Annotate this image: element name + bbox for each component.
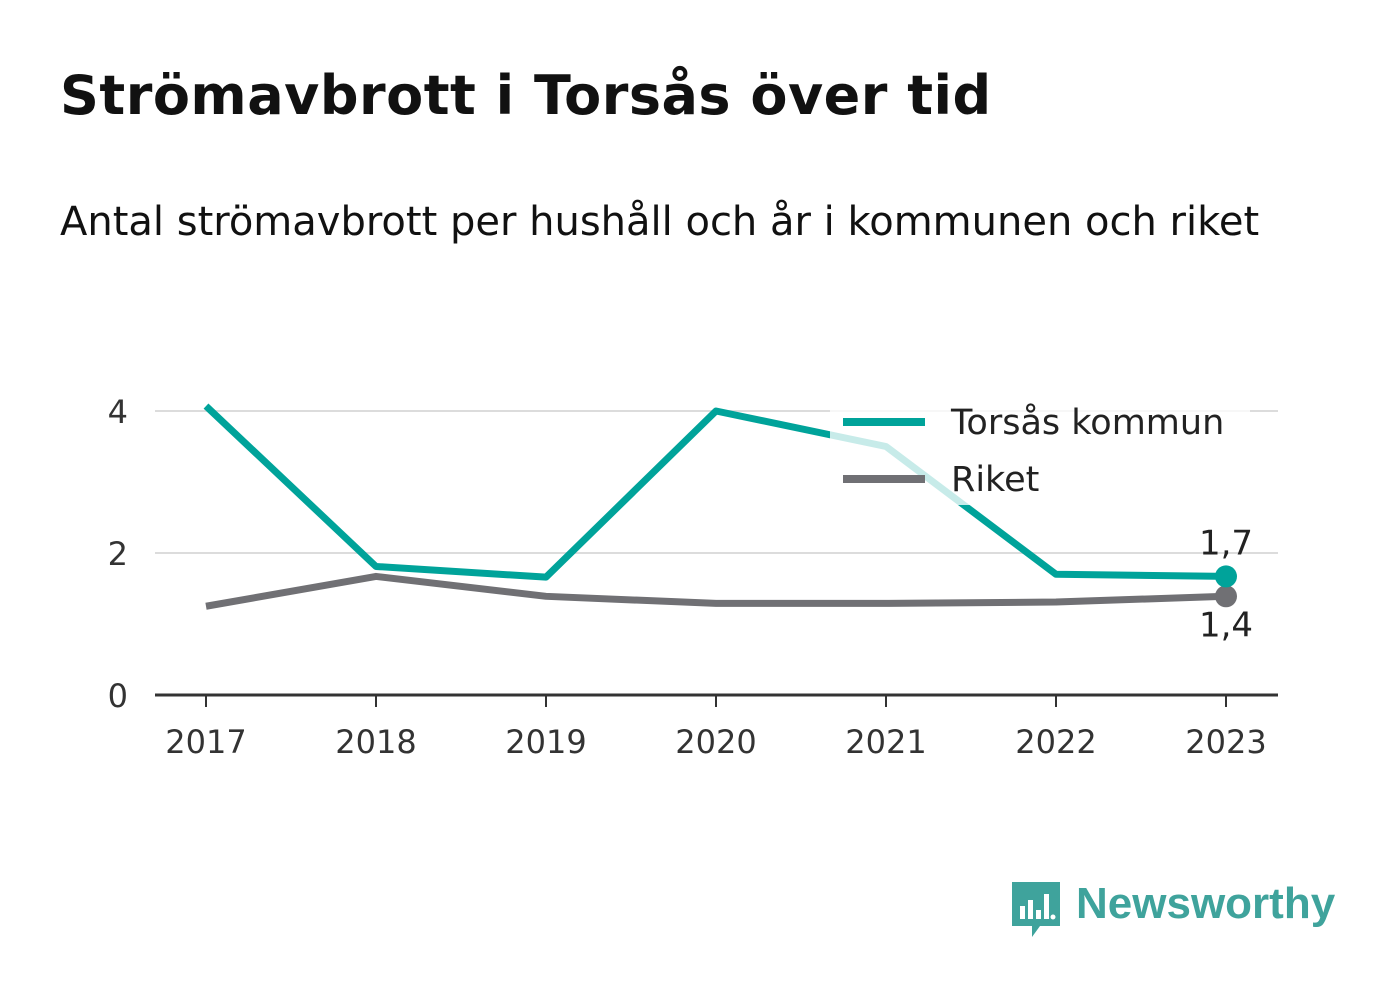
- end-value-labels: 1,7 1,4: [1199, 523, 1253, 645]
- y-tick-label: 4: [108, 393, 128, 431]
- series-end-point: [1215, 585, 1237, 608]
- brand-name: Newsworthy: [1076, 879, 1336, 928]
- legend: Torsås kommun Riket: [830, 395, 1250, 505]
- end-value-label: 1,4: [1199, 605, 1253, 645]
- brand: Newsworthy: [1010, 880, 1335, 940]
- x-tick-label: 2020: [675, 723, 756, 761]
- x-tick-label: 2021: [845, 723, 926, 761]
- legend-background: [830, 395, 1250, 505]
- x-tick-label: 2019: [505, 723, 586, 761]
- chart-title: Strömavbrott i Torsås över tid: [60, 64, 992, 127]
- x-tick-label: 2023: [1185, 723, 1266, 761]
- series-end-point: [1215, 565, 1237, 588]
- series-line: [205, 572, 1227, 610]
- x-tick-label: 2017: [165, 723, 246, 761]
- x-tick-label: 2022: [1015, 723, 1096, 761]
- legend-label: Riket: [951, 460, 1039, 500]
- series-line: [203, 403, 1227, 581]
- y-tick-label: 0: [108, 677, 128, 715]
- y-axis-tick-labels: 0 2 4: [108, 393, 128, 715]
- chart-subtitle: Antal strömavbrott per hushåll och år i …: [60, 199, 1260, 245]
- newsworthy-logo-icon: [1012, 882, 1060, 937]
- end-value-label: 1,7: [1199, 523, 1253, 563]
- series-lines: [203, 403, 1237, 610]
- x-axis: 2017 2018 2019 2020 2021 2022 2023: [155, 693, 1278, 761]
- x-tick-label: 2018: [335, 723, 416, 761]
- legend-label: Torsås kommun: [950, 402, 1224, 443]
- y-tick-label: 2: [108, 535, 128, 573]
